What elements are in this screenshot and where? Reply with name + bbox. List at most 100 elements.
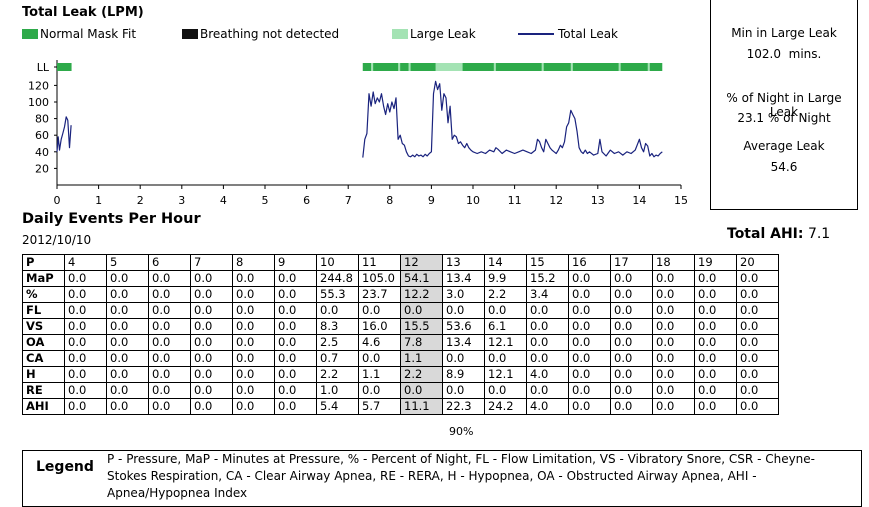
table-cell: 0.0 xyxy=(190,270,233,287)
large-leak-bar-segment xyxy=(570,63,573,71)
mask-fit-bar-segment xyxy=(57,63,72,71)
table-cell: 0.0 xyxy=(190,350,233,367)
table-cell: 0.0 xyxy=(358,382,401,399)
table-cell: 0.0 xyxy=(190,286,233,303)
table-cell: 13.4 xyxy=(442,334,485,351)
row-header: CA xyxy=(22,350,65,367)
row-header: FL xyxy=(22,302,65,319)
table-cell: 8.3 xyxy=(316,318,359,335)
x-tick-label: 3 xyxy=(178,194,185,207)
table-cell: 0.0 xyxy=(64,366,107,383)
table-cell: 4 xyxy=(64,254,107,271)
table-row: RE 0.0 0.0 0.0 0.0 0.0 0.0 1.0 0.0 0.0 0.0 0.0 0.0 0.… xyxy=(22,382,779,399)
table-cell: 0.0 xyxy=(526,382,569,399)
x-tick-label: 10 xyxy=(466,194,480,207)
table-cell: 4.0 xyxy=(526,398,569,415)
table-cell: 0.0 xyxy=(232,286,275,303)
table-cell: 0.0 xyxy=(610,398,653,415)
y-tick-label: 120 xyxy=(28,79,49,92)
table-cell: 0.0 xyxy=(106,382,149,399)
large-leak-bar-segment xyxy=(398,63,401,71)
table-cell: 0.0 xyxy=(232,334,275,351)
x-tick-label: 4 xyxy=(220,194,227,207)
table-cell: 0.0 xyxy=(190,382,233,399)
table-cell: 0.0 xyxy=(694,334,737,351)
table-cell: 0.0 xyxy=(148,286,191,303)
table-cell: 19 xyxy=(694,254,737,271)
table-cell: 12.2 xyxy=(400,286,443,303)
table-cell: 15.5 xyxy=(400,318,443,335)
table-cell: 0.0 xyxy=(106,318,149,335)
table-cell: 0.0 xyxy=(232,398,275,415)
table-cell: 53.6 xyxy=(442,318,485,335)
table-cell: 0.0 xyxy=(694,318,737,335)
table-cell: 0.0 xyxy=(148,302,191,319)
table-cell: 0.0 xyxy=(148,334,191,351)
table-cell: 4.0 xyxy=(526,366,569,383)
table-cell: 12 xyxy=(400,254,443,271)
table-cell: 17 xyxy=(610,254,653,271)
table-cell: 0.0 xyxy=(232,366,275,383)
table-cell: 0.0 xyxy=(64,286,107,303)
y-tick-label: 100 xyxy=(28,96,49,109)
table-cell: 0.0 xyxy=(442,302,485,319)
table-cell: 0.0 xyxy=(694,382,737,399)
x-tick-label: 12 xyxy=(549,194,563,207)
table-cell: 2.2 xyxy=(400,366,443,383)
row-header: H xyxy=(22,366,65,383)
x-tick-label: 2 xyxy=(137,194,144,207)
x-tick-label: 11 xyxy=(508,194,522,207)
x-tick-label: 7 xyxy=(345,194,352,207)
table-cell: 11 xyxy=(358,254,401,271)
table-cell: 20 xyxy=(736,254,779,271)
table-cell: 0.0 xyxy=(400,382,443,399)
table-cell: 0.0 xyxy=(106,398,149,415)
table-cell: 0.0 xyxy=(484,382,527,399)
total-leak-line-swatch xyxy=(518,33,554,35)
table-cell: 0.0 xyxy=(568,350,611,367)
table-cell: 0.0 xyxy=(610,382,653,399)
table-cell: 0.0 xyxy=(610,286,653,303)
breathing-not-detected-swatch xyxy=(182,29,198,39)
table-cell: 0.0 xyxy=(736,398,779,415)
table-cell: 0.0 xyxy=(484,302,527,319)
table-cell: 12.1 xyxy=(484,366,527,383)
table-row: VS 0.0 0.0 0.0 0.0 0.0 0.0 8.3 16.0 15.5 53.6 6.1 0.… xyxy=(22,318,779,335)
mask-fit-bar-segment xyxy=(362,63,663,71)
table-cell: 3.0 xyxy=(442,286,485,303)
legend-breathing-not-detected: Breathing not detected xyxy=(182,26,339,42)
legend-title: Legend xyxy=(36,459,94,475)
large-leak-bar-segment xyxy=(618,63,621,71)
legend-label: Normal Mask Fit xyxy=(40,27,137,41)
table-cell: 0.0 xyxy=(274,334,317,351)
table-cell: 0.0 xyxy=(610,366,653,383)
table-cell: 0.0 xyxy=(568,318,611,335)
table-cell: 0.0 xyxy=(232,302,275,319)
x-tick-label: 6 xyxy=(303,194,310,207)
table-cell: 0.0 xyxy=(568,382,611,399)
table-cell: 0.0 xyxy=(568,334,611,351)
total-leak-series-line xyxy=(56,116,72,152)
table-cell: 244.8 xyxy=(316,270,359,287)
table-cell: 0.0 xyxy=(694,366,737,383)
table-cell: 0.0 xyxy=(652,302,695,319)
average-leak-value: 54.6 xyxy=(770,160,798,174)
table-cell: 0.0 xyxy=(610,350,653,367)
table-row: % 0.0 0.0 0.0 0.0 0.0 0.0 55.3 23.7 12.2 3.0 2.2 3.4… xyxy=(22,286,779,303)
table-cell: 5.7 xyxy=(358,398,401,415)
table-cell: 0.0 xyxy=(106,302,149,319)
table-cell: 0.0 xyxy=(526,334,569,351)
table-cell: 2.2 xyxy=(316,366,359,383)
table-cell: 18 xyxy=(652,254,695,271)
table-cell: 1.1 xyxy=(358,366,401,383)
table-cell: 0.0 xyxy=(274,302,317,319)
table-cell: 0.0 xyxy=(442,382,485,399)
table-row: OA 0.0 0.0 0.0 0.0 0.0 0.0 2.5 4.6 7.8 13.4 12.1 0.0… xyxy=(22,334,779,351)
table-row: MaP 0.0 0.0 0.0 0.0 0.0 0.0 244.8 105.0 54.1 13.4 9… xyxy=(22,270,779,287)
table-cell: 0.0 xyxy=(106,270,149,287)
table-cell: 0.0 xyxy=(652,398,695,415)
table-cell: 0.0 xyxy=(274,318,317,335)
table-cell: 0.0 xyxy=(652,286,695,303)
table-cell: 0.0 xyxy=(106,334,149,351)
